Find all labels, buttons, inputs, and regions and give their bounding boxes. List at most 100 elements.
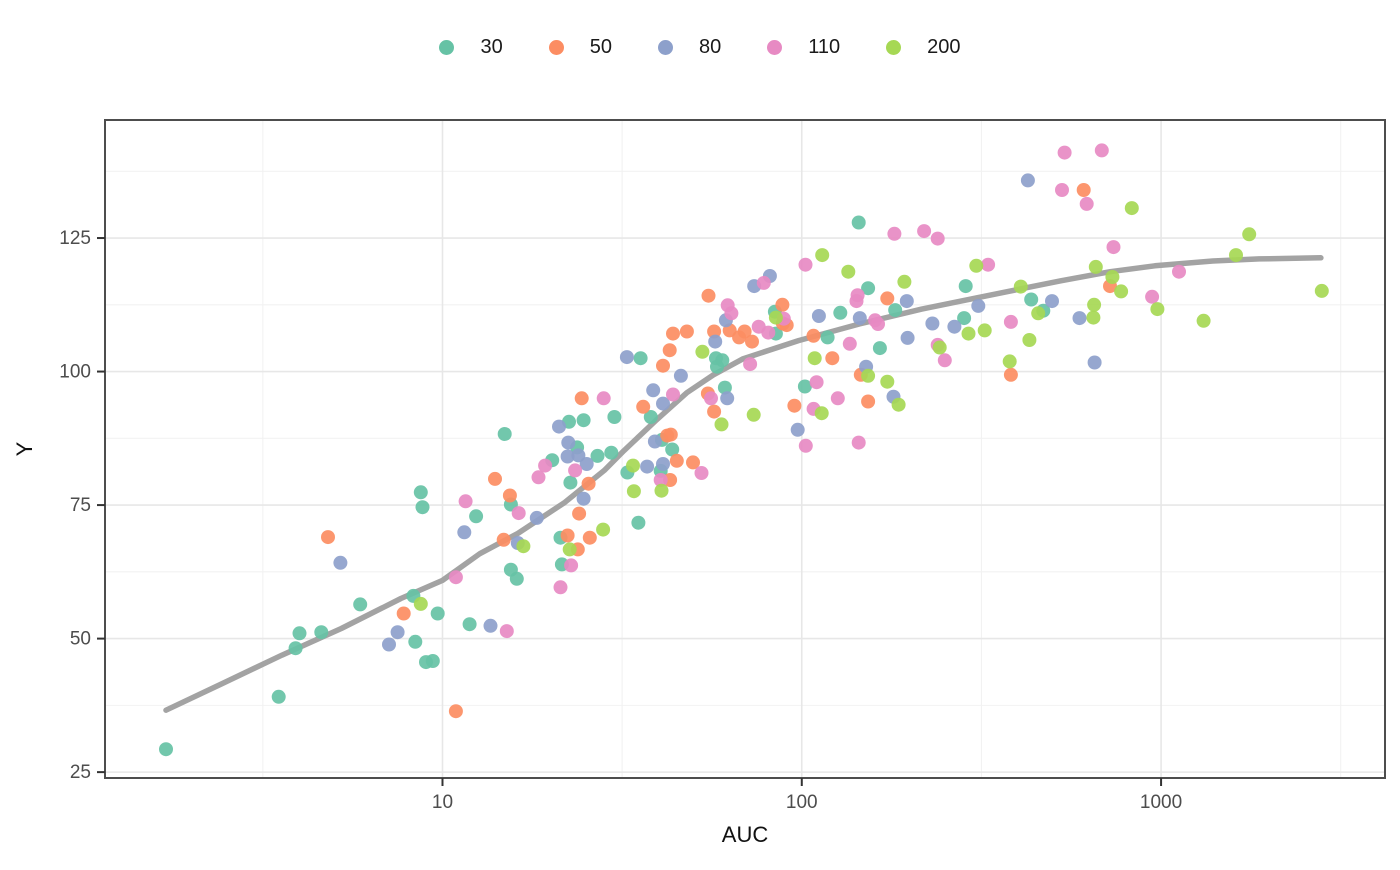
data-point: [415, 500, 430, 515]
data-point: [425, 654, 440, 668]
data-point: [159, 742, 173, 757]
data-point: [899, 294, 914, 309]
data-point: [673, 368, 688, 383]
data-point: [560, 528, 575, 543]
data-point: [669, 453, 684, 468]
data-point: [502, 488, 517, 503]
data-point: [663, 427, 678, 442]
data-point: [897, 274, 912, 289]
y-tick-label: 100: [59, 362, 91, 383]
data-point: [1106, 240, 1121, 255]
data-point: [1094, 143, 1109, 158]
data-point: [1003, 314, 1018, 329]
data-point: [561, 435, 576, 450]
y-tick-label: 125: [59, 228, 91, 249]
data-point: [662, 343, 677, 358]
legend-item-80: 80: [657, 36, 722, 59]
data-point: [695, 344, 710, 359]
data-point: [932, 340, 947, 355]
data-point: [704, 391, 718, 406]
data-point: [871, 317, 885, 331]
data-point: [457, 525, 472, 540]
data-point: [314, 625, 329, 640]
data-point: [560, 449, 575, 464]
data-point: [851, 215, 866, 230]
data-point: [390, 625, 405, 640]
data-point: [604, 445, 619, 460]
y-tick-label: 50: [70, 629, 91, 650]
data-point: [483, 618, 498, 633]
data-point: [861, 281, 876, 296]
legend-label: 80: [698, 36, 722, 58]
data-point: [496, 532, 511, 547]
data-point: [1057, 145, 1072, 160]
data-point: [807, 351, 822, 366]
data-point: [717, 380, 732, 395]
data-point: [448, 570, 463, 585]
data-point: [1196, 313, 1211, 328]
data-point: [761, 325, 776, 340]
data-point: [947, 319, 962, 334]
data-point: [607, 410, 622, 424]
data-point: [1242, 227, 1257, 242]
data-point: [768, 310, 783, 325]
data-point: [413, 596, 428, 611]
data-point: [724, 306, 739, 321]
data-point: [852, 311, 867, 326]
data-point: [633, 351, 648, 366]
data-point: [656, 457, 670, 471]
data-point: [809, 375, 824, 390]
data-point: [798, 438, 813, 453]
x-tick-label: 1000: [1140, 792, 1182, 813]
data-point: [643, 410, 658, 424]
legend: 30 50 80 110 200: [0, 36, 1400, 59]
data-point: [1055, 183, 1069, 197]
data-point: [981, 257, 996, 272]
y-tick-label: 25: [70, 762, 91, 783]
data-point: [787, 398, 802, 413]
data-point: [701, 288, 716, 303]
data-point: [538, 458, 553, 473]
data-point: [430, 606, 445, 621]
data-point: [1003, 367, 1018, 382]
data-point: [806, 328, 821, 343]
data-point: [707, 404, 722, 419]
data-point: [666, 326, 680, 341]
data-point: [382, 637, 396, 652]
data-point: [888, 303, 903, 318]
data-point: [891, 397, 906, 412]
data-point: [596, 522, 611, 537]
data-point: [1020, 173, 1035, 188]
data-point: [469, 509, 484, 524]
data-point: [631, 515, 646, 530]
data-point: [849, 294, 864, 309]
data-point: [977, 323, 992, 338]
data-point: [1031, 306, 1046, 321]
data-point: [1072, 311, 1087, 326]
data-point: [579, 457, 594, 471]
data-point: [1088, 259, 1103, 274]
data-point: [861, 368, 876, 383]
data-point: [408, 634, 423, 649]
data-point: [930, 231, 945, 246]
data-point: [292, 626, 307, 641]
data-point: [1229, 248, 1243, 263]
data-point: [746, 407, 761, 422]
data-point: [321, 530, 335, 545]
legend-item-50: 50: [548, 36, 612, 59]
series-200: [413, 201, 1329, 611]
data-point: [636, 399, 651, 414]
x-tick-label: 10: [432, 792, 453, 813]
data-point: [969, 258, 984, 273]
data-point: [665, 442, 680, 457]
data-point: [798, 257, 813, 272]
axis-layer: 25 50 75 100 125 10 100 1000: [59, 228, 1182, 813]
data-point: [1087, 297, 1102, 312]
x-axis-title: AUC: [722, 822, 769, 847]
data-point: [582, 530, 597, 545]
legend-item-110: 110: [767, 36, 840, 59]
data-point: [720, 391, 735, 406]
data-point: [971, 298, 986, 313]
legend-swatch-icon: [767, 40, 783, 55]
data-point: [333, 555, 348, 570]
